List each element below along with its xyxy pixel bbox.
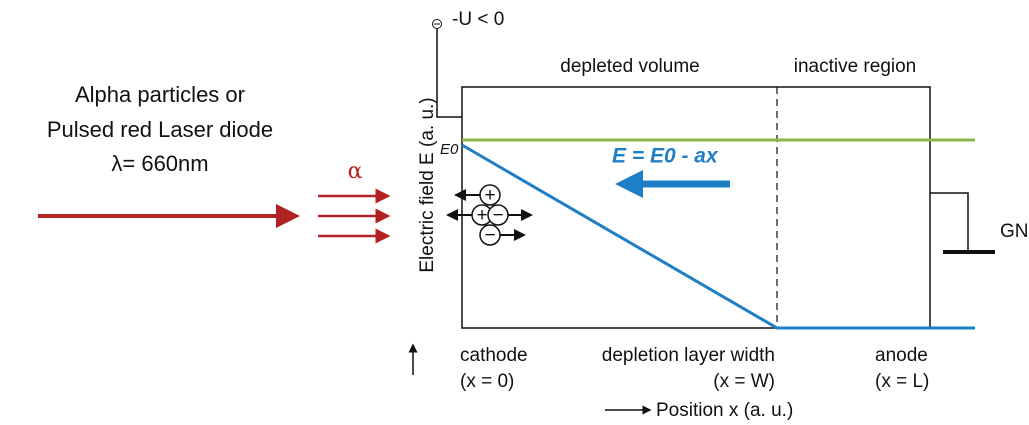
- charge: −: [484, 225, 495, 246]
- position-label: (x = L): [875, 371, 929, 392]
- region-label: depleted volume: [560, 56, 699, 77]
- source-line: Pulsed red Laser diode: [47, 117, 273, 142]
- bias-lead: [437, 29, 462, 117]
- charge: −: [492, 205, 503, 226]
- y-axis-label: Electric field E (a. u.): [417, 97, 438, 272]
- charge: +: [484, 185, 495, 206]
- position-label: anode: [875, 345, 928, 366]
- ground-label: GND: [1000, 221, 1029, 242]
- detector-box: [462, 87, 930, 328]
- ground-lead: [930, 193, 968, 252]
- position-label: (x = W): [713, 371, 775, 392]
- field-line: [462, 145, 975, 328]
- e0-label: E0: [440, 141, 459, 158]
- region-label: inactive region: [794, 56, 917, 77]
- position-label: depletion layer width: [602, 345, 775, 366]
- alpha-label: α: [348, 159, 363, 184]
- alpha-arrows: [318, 196, 388, 236]
- position-label: cathode: [460, 345, 528, 366]
- source-line: Alpha particles or: [75, 82, 245, 107]
- x-axis-label: Position x (a. u.): [656, 400, 793, 421]
- position-label: (x = 0): [460, 371, 514, 392]
- charge: +: [476, 205, 487, 226]
- equation: E = E0 - ax: [612, 145, 719, 168]
- diagram: Alpha particles or Pulsed red Laser diod…: [0, 0, 1029, 425]
- bias-label: -U < 0: [452, 9, 504, 30]
- source-line: λ= 660nm: [111, 151, 208, 176]
